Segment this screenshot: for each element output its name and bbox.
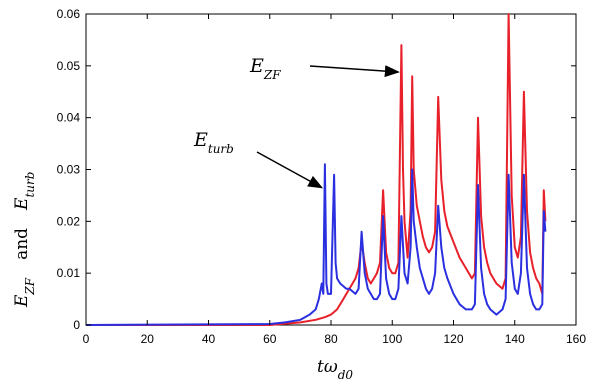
x-axis-ticks: 0 20 40 60 80 100 120 140 160 (83, 14, 586, 346)
series-line-1 (85, 163, 547, 326)
y-axis-label: EZFandEturb (12, 172, 37, 308)
annotation-label: Eturb (193, 129, 234, 156)
y-tick-label: 0.01 (57, 266, 81, 280)
x-tick-label: 40 (202, 332, 216, 346)
y-tick-label: 0.04 (57, 111, 81, 125)
annotation-label: EZF (249, 55, 281, 82)
annotation-arrow (256, 151, 324, 189)
x-tick-label: 140 (505, 332, 525, 346)
x-tick-label: 120 (443, 332, 463, 346)
y-tick-label: 0 (73, 318, 80, 332)
y-tick-label: 0.02 (57, 214, 81, 228)
x-tick-label: 160 (566, 332, 586, 346)
series-layer (85, 13, 547, 326)
x-tick-label: 60 (263, 332, 277, 346)
x-axis-label: tωd0 (317, 357, 353, 382)
x-tick-label: 0 (83, 332, 90, 346)
annotations: EZF Eturb (193, 55, 400, 189)
y-tick-label: 0.06 (57, 7, 81, 21)
y-tick-label: 0.05 (57, 59, 81, 73)
y-axis-ticks: 0 0.01 0.02 0.03 0.04 0.05 0.06 (57, 7, 576, 332)
y-tick-label: 0.03 (57, 163, 81, 177)
annotation-arrow (309, 65, 400, 78)
x-tick-label: 20 (141, 332, 155, 346)
x-tick-label: 100 (382, 332, 402, 346)
x-tick-label: 80 (324, 332, 338, 346)
